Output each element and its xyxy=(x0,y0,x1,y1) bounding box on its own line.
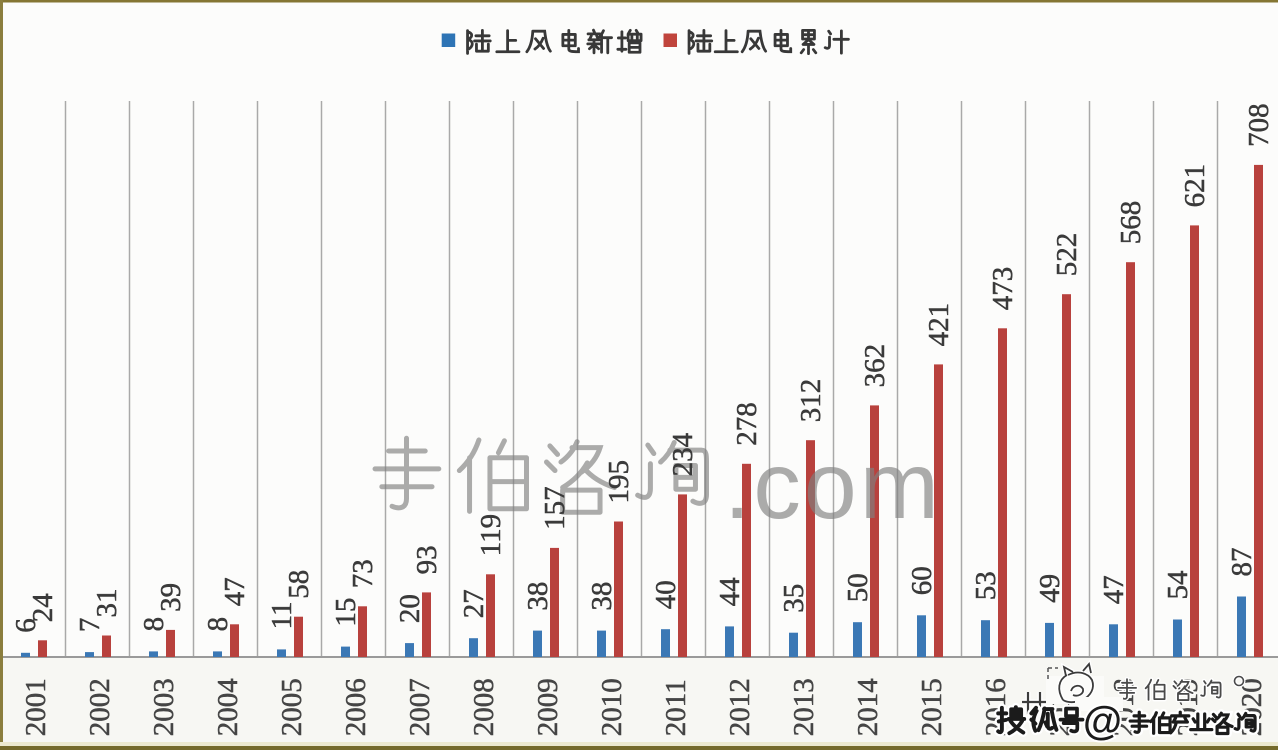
svg-text:38: 38 xyxy=(522,582,554,611)
svg-text:47: 47 xyxy=(219,577,251,606)
svg-text:31: 31 xyxy=(91,589,123,618)
svg-text:708: 708 xyxy=(1243,103,1275,147)
svg-text:2013: 2013 xyxy=(788,678,820,736)
svg-text:2002: 2002 xyxy=(84,678,116,736)
svg-text:15: 15 xyxy=(330,598,362,627)
svg-text:2015: 2015 xyxy=(916,678,948,736)
svg-text:44: 44 xyxy=(714,577,746,607)
svg-text:568: 568 xyxy=(1115,201,1147,245)
svg-text:2007: 2007 xyxy=(404,678,436,736)
svg-text:35: 35 xyxy=(778,584,810,613)
svg-text:@: @ xyxy=(1083,699,1122,743)
svg-text:6: 6 xyxy=(10,618,42,633)
svg-text:87: 87 xyxy=(1226,548,1258,577)
svg-text:8: 8 xyxy=(138,617,170,632)
svg-text:73: 73 xyxy=(347,559,379,588)
svg-text:27: 27 xyxy=(458,589,490,618)
svg-text:47: 47 xyxy=(1098,575,1130,604)
svg-text:2008: 2008 xyxy=(468,678,500,736)
svg-text:2010: 2010 xyxy=(596,678,628,736)
svg-text:522: 522 xyxy=(1051,233,1083,277)
svg-text:2003: 2003 xyxy=(148,678,180,736)
svg-text:195: 195 xyxy=(603,460,635,504)
svg-text:54: 54 xyxy=(1162,570,1194,600)
svg-text:8: 8 xyxy=(202,617,234,632)
svg-text:38: 38 xyxy=(586,582,618,611)
svg-text:421: 421 xyxy=(923,303,955,347)
svg-text:2005: 2005 xyxy=(276,678,308,736)
svg-text:234: 234 xyxy=(667,432,699,476)
svg-text:39: 39 xyxy=(155,583,187,612)
svg-text:@: @ xyxy=(1083,699,1122,743)
svg-text:2009: 2009 xyxy=(532,678,564,736)
svg-text:7: 7 xyxy=(74,618,106,633)
svg-text:119: 119 xyxy=(475,514,507,556)
svg-text:2001: 2001 xyxy=(20,678,52,736)
svg-text:2012: 2012 xyxy=(724,678,756,736)
svg-text:50: 50 xyxy=(842,573,874,602)
svg-text:53: 53 xyxy=(970,571,1002,600)
svg-text:24: 24 xyxy=(27,593,59,623)
svg-text:11: 11 xyxy=(266,601,298,629)
svg-text:93: 93 xyxy=(411,545,443,574)
svg-text:.com: .com xyxy=(724,433,942,539)
svg-text:60: 60 xyxy=(906,566,938,595)
svg-text:157: 157 xyxy=(539,486,571,530)
svg-text:2014: 2014 xyxy=(852,678,884,737)
svg-text:58: 58 xyxy=(283,570,315,599)
svg-text:362: 362 xyxy=(859,344,891,388)
svg-text:473: 473 xyxy=(987,267,1019,311)
svg-text:2006: 2006 xyxy=(340,678,372,736)
svg-text:20: 20 xyxy=(394,594,426,623)
svg-text:2004: 2004 xyxy=(212,678,244,737)
svg-text:40: 40 xyxy=(650,580,682,609)
svg-text:278: 278 xyxy=(731,402,763,446)
svg-text:312: 312 xyxy=(795,379,827,423)
svg-text:49: 49 xyxy=(1034,574,1066,603)
svg-text:621: 621 xyxy=(1179,164,1211,208)
svg-text:2016: 2016 xyxy=(980,678,1012,736)
svg-text:2011: 2011 xyxy=(660,679,692,736)
